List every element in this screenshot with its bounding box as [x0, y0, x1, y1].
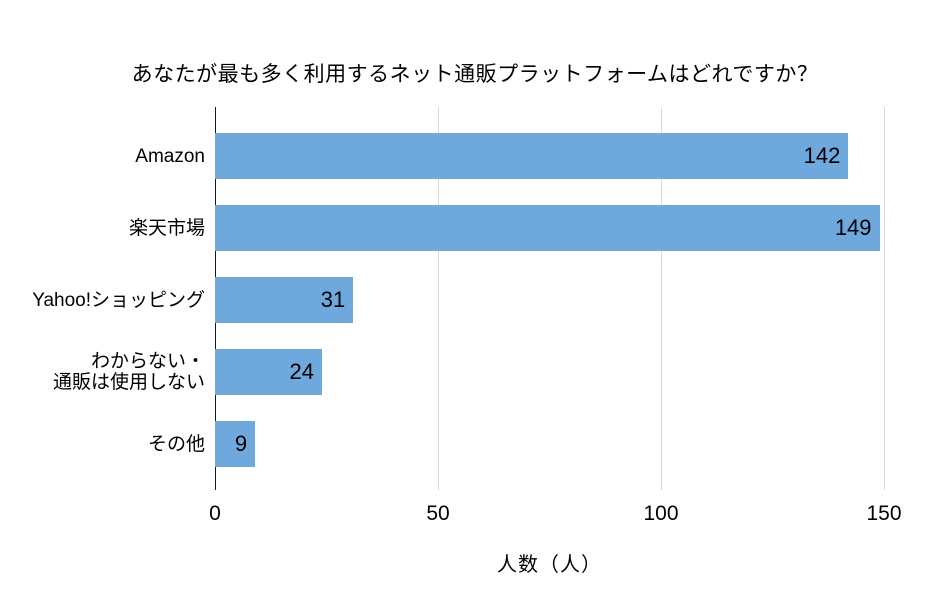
- bar-value-label: 24: [289, 359, 315, 384]
- bar: 149: [215, 205, 880, 251]
- bar-value-label: 31: [320, 287, 346, 312]
- bar: 9: [215, 421, 256, 467]
- gridline: [438, 107, 439, 490]
- category-label: その他: [147, 433, 205, 455]
- x-axis-title: 人数（人）: [497, 554, 602, 576]
- gridline: [661, 107, 662, 490]
- bar: 142: [215, 133, 849, 179]
- category-label: Yahoo!ショッピング: [32, 289, 205, 311]
- x-tick-label: 0: [209, 502, 221, 525]
- category-label: 楽天市場: [128, 217, 205, 239]
- bar-value-label: 149: [834, 215, 872, 240]
- bar-value-label: 9: [234, 431, 248, 456]
- gridline: [884, 107, 885, 490]
- bar: 24: [215, 349, 323, 395]
- category-label: わからない・ 通販は使用しない: [52, 351, 205, 393]
- x-tick-label: 50: [426, 502, 450, 525]
- bar: 31: [215, 277, 354, 323]
- bar-value-label: 142: [803, 143, 841, 168]
- x-tick-label: 150: [866, 502, 902, 525]
- chart-title: あなたが最も多く利用するネット通販プラットフォームはどれですか？: [131, 63, 819, 86]
- x-tick-label: 100: [643, 502, 679, 525]
- category-label: Amazon: [135, 145, 205, 167]
